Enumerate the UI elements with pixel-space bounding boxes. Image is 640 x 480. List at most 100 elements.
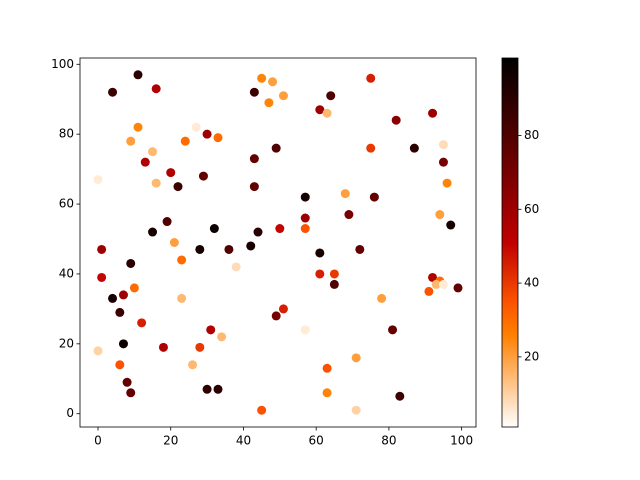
y-tick-label: 40 — [59, 266, 74, 280]
point — [377, 293, 387, 303]
point — [108, 293, 118, 303]
point — [118, 339, 128, 349]
point — [424, 286, 434, 296]
point — [257, 73, 267, 83]
point — [300, 213, 310, 223]
point — [264, 98, 274, 108]
point — [126, 388, 136, 398]
point — [202, 129, 212, 139]
point — [253, 227, 263, 237]
point — [213, 384, 223, 394]
point — [93, 346, 103, 356]
point — [453, 283, 463, 293]
point — [329, 279, 339, 289]
y-tick-label: 60 — [59, 197, 74, 211]
point — [438, 140, 448, 150]
point — [388, 325, 398, 335]
x-tick-label: 40 — [236, 434, 251, 448]
point — [315, 248, 325, 258]
point — [166, 168, 176, 178]
point — [275, 224, 285, 234]
point — [129, 283, 139, 293]
point — [115, 360, 125, 370]
point — [195, 342, 205, 352]
point — [148, 147, 158, 157]
point — [435, 210, 445, 220]
colorbar-tick-label: 80 — [524, 128, 539, 142]
point — [224, 244, 234, 254]
point — [140, 157, 150, 167]
point — [409, 143, 419, 153]
point — [115, 307, 125, 317]
x-tick-label: 20 — [163, 434, 178, 448]
point — [177, 255, 187, 265]
y-tick-label: 0 — [66, 406, 74, 420]
x-tick-label: 100 — [450, 434, 473, 448]
point — [300, 192, 310, 202]
y-tick-label: 100 — [51, 57, 74, 71]
point — [315, 105, 325, 115]
colorbar — [501, 57, 519, 428]
point — [202, 384, 212, 394]
point — [300, 325, 310, 335]
point — [300, 224, 310, 234]
point — [431, 279, 441, 289]
point — [326, 91, 336, 101]
point — [133, 70, 143, 80]
point — [180, 136, 190, 146]
point — [177, 293, 187, 303]
point — [158, 342, 168, 352]
point — [151, 178, 161, 188]
point — [108, 87, 118, 97]
point — [206, 325, 216, 335]
y-tick-label: 20 — [59, 336, 74, 350]
point — [322, 388, 332, 398]
point — [122, 377, 132, 387]
point — [446, 220, 456, 230]
point — [391, 115, 401, 125]
point — [351, 405, 361, 415]
point — [133, 122, 143, 132]
point — [278, 304, 288, 314]
point — [173, 182, 183, 192]
colorbar-tick-label: 40 — [524, 276, 539, 290]
point — [366, 143, 376, 153]
point — [322, 363, 332, 373]
colorbar-tick-label: 20 — [524, 349, 539, 363]
point — [249, 87, 259, 97]
point — [329, 269, 339, 279]
point — [438, 279, 448, 289]
point — [151, 84, 161, 94]
point — [118, 290, 128, 300]
point — [126, 136, 136, 146]
point — [97, 244, 107, 254]
point — [428, 108, 438, 118]
point — [148, 227, 158, 237]
point — [231, 262, 241, 272]
point — [213, 133, 223, 143]
point — [169, 238, 179, 247]
point — [428, 272, 438, 282]
point — [438, 157, 448, 167]
axes-frame — [79, 57, 477, 428]
point — [217, 332, 227, 342]
point — [257, 405, 267, 415]
point — [198, 171, 208, 181]
point — [395, 391, 405, 401]
point — [340, 189, 350, 199]
point — [188, 360, 198, 370]
point — [344, 210, 354, 220]
point — [191, 122, 201, 132]
point — [315, 269, 325, 279]
colorbar-tick-label: 60 — [524, 202, 539, 216]
y-tick-label: 80 — [59, 127, 74, 141]
point — [322, 108, 332, 118]
x-tick-label: 60 — [309, 434, 324, 448]
point — [271, 143, 281, 153]
point — [209, 224, 219, 234]
point — [268, 77, 278, 87]
point — [271, 311, 281, 321]
point — [93, 175, 103, 185]
point — [369, 192, 379, 202]
